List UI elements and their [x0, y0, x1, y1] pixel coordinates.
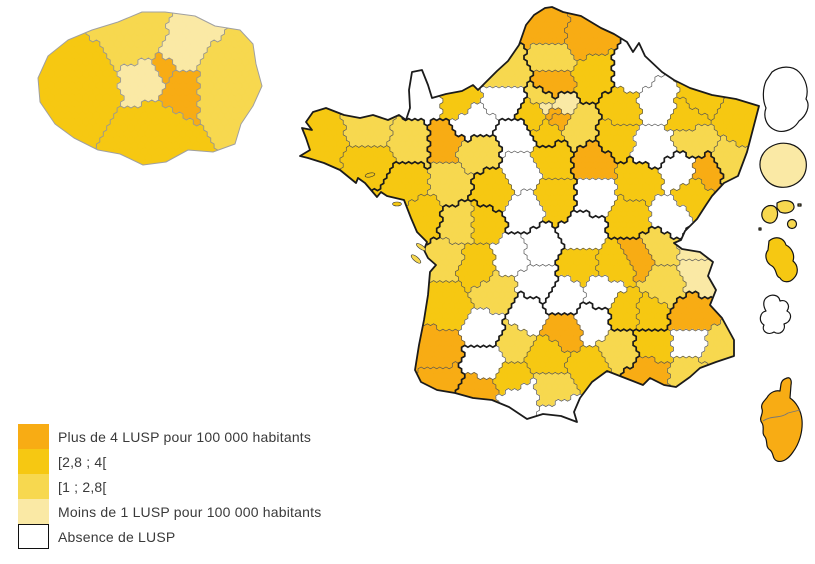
territory-corse [759, 377, 803, 463]
department-86 [470, 199, 509, 246]
department-32 [458, 344, 506, 381]
department-58 [573, 177, 618, 219]
idf-department-92 [116, 57, 167, 109]
corse-departments-divider [762, 409, 801, 422]
territory-guadeloupe [758, 200, 802, 231]
legend-item-c1_28: [1 ; 2,8[ [18, 474, 321, 499]
coastline-outline [299, 6, 760, 423]
idf-department-77 [196, 21, 262, 157]
department-02 [570, 47, 615, 105]
territory-guyane [762, 66, 809, 132]
department-18 [532, 177, 578, 229]
island-noirmoutier [392, 201, 402, 207]
legend-item-c28_4: [2,8 ; 4[ [18, 449, 321, 474]
coastal-islands [364, 172, 426, 264]
legend: Plus de 4 LUSP pour 100 000 habitants [2,… [18, 424, 321, 549]
legend-item-plus4: Plus de 4 LUSP pour 100 000 habitants [18, 424, 321, 449]
island-belle-ile [364, 172, 376, 178]
legend-item-absence: Absence de LUSP [18, 524, 321, 549]
legend-label: Plus de 4 LUSP pour 100 000 habitants [58, 428, 312, 445]
overseas-territories [758, 66, 809, 463]
legend-swatch-plus4 [18, 424, 49, 449]
legend-swatch-c1_28 [18, 474, 49, 499]
department-04 [670, 328, 709, 359]
department-92 [539, 101, 553, 116]
department-82 [495, 317, 537, 364]
department-41 [498, 150, 544, 197]
department-81 [523, 334, 572, 375]
department-53 [426, 118, 466, 165]
territory-la-reunion [759, 142, 807, 188]
department-11 [532, 371, 581, 408]
department-38 [635, 263, 687, 310]
department-69 [617, 236, 656, 283]
legend-swatch-absence [18, 524, 49, 549]
legend-label: Absence de LUSP [58, 528, 176, 545]
legend-label: [2,8 ; 4[ [58, 453, 107, 470]
island-oleron [410, 254, 422, 264]
department-27 [479, 85, 528, 121]
idf-inset-outline [37, 11, 263, 166]
legend-label: Moins de 1 LUSP pour 100 000 habitants [58, 503, 322, 520]
idf-department-95 [85, 12, 174, 73]
legend-item-moins1: Moins de 1 LUSP pour 100 000 habitants [18, 499, 321, 524]
island-re [416, 243, 426, 251]
department-45 [529, 139, 575, 181]
department-42 [595, 236, 637, 289]
legend-label: [1 ; 2,8[ [58, 478, 107, 495]
territory-mayotte [759, 294, 792, 335]
idf-inset-map [37, 11, 263, 166]
mainland-map [299, 6, 760, 423]
legend-swatch-c28_4 [18, 449, 49, 474]
idf-department-borders-departments [85, 12, 229, 155]
department-borders-departments [339, 12, 752, 422]
department-borders-regions [370, 36, 725, 395]
department-15 [542, 274, 587, 316]
department-87 [489, 231, 531, 278]
territory-martinique [765, 237, 798, 283]
department-51 [595, 85, 643, 127]
department-17 [417, 236, 466, 283]
legend-swatch-moins1 [18, 499, 49, 524]
department-35 [386, 112, 431, 170]
department-01 [638, 226, 681, 267]
department-88 [670, 123, 721, 159]
